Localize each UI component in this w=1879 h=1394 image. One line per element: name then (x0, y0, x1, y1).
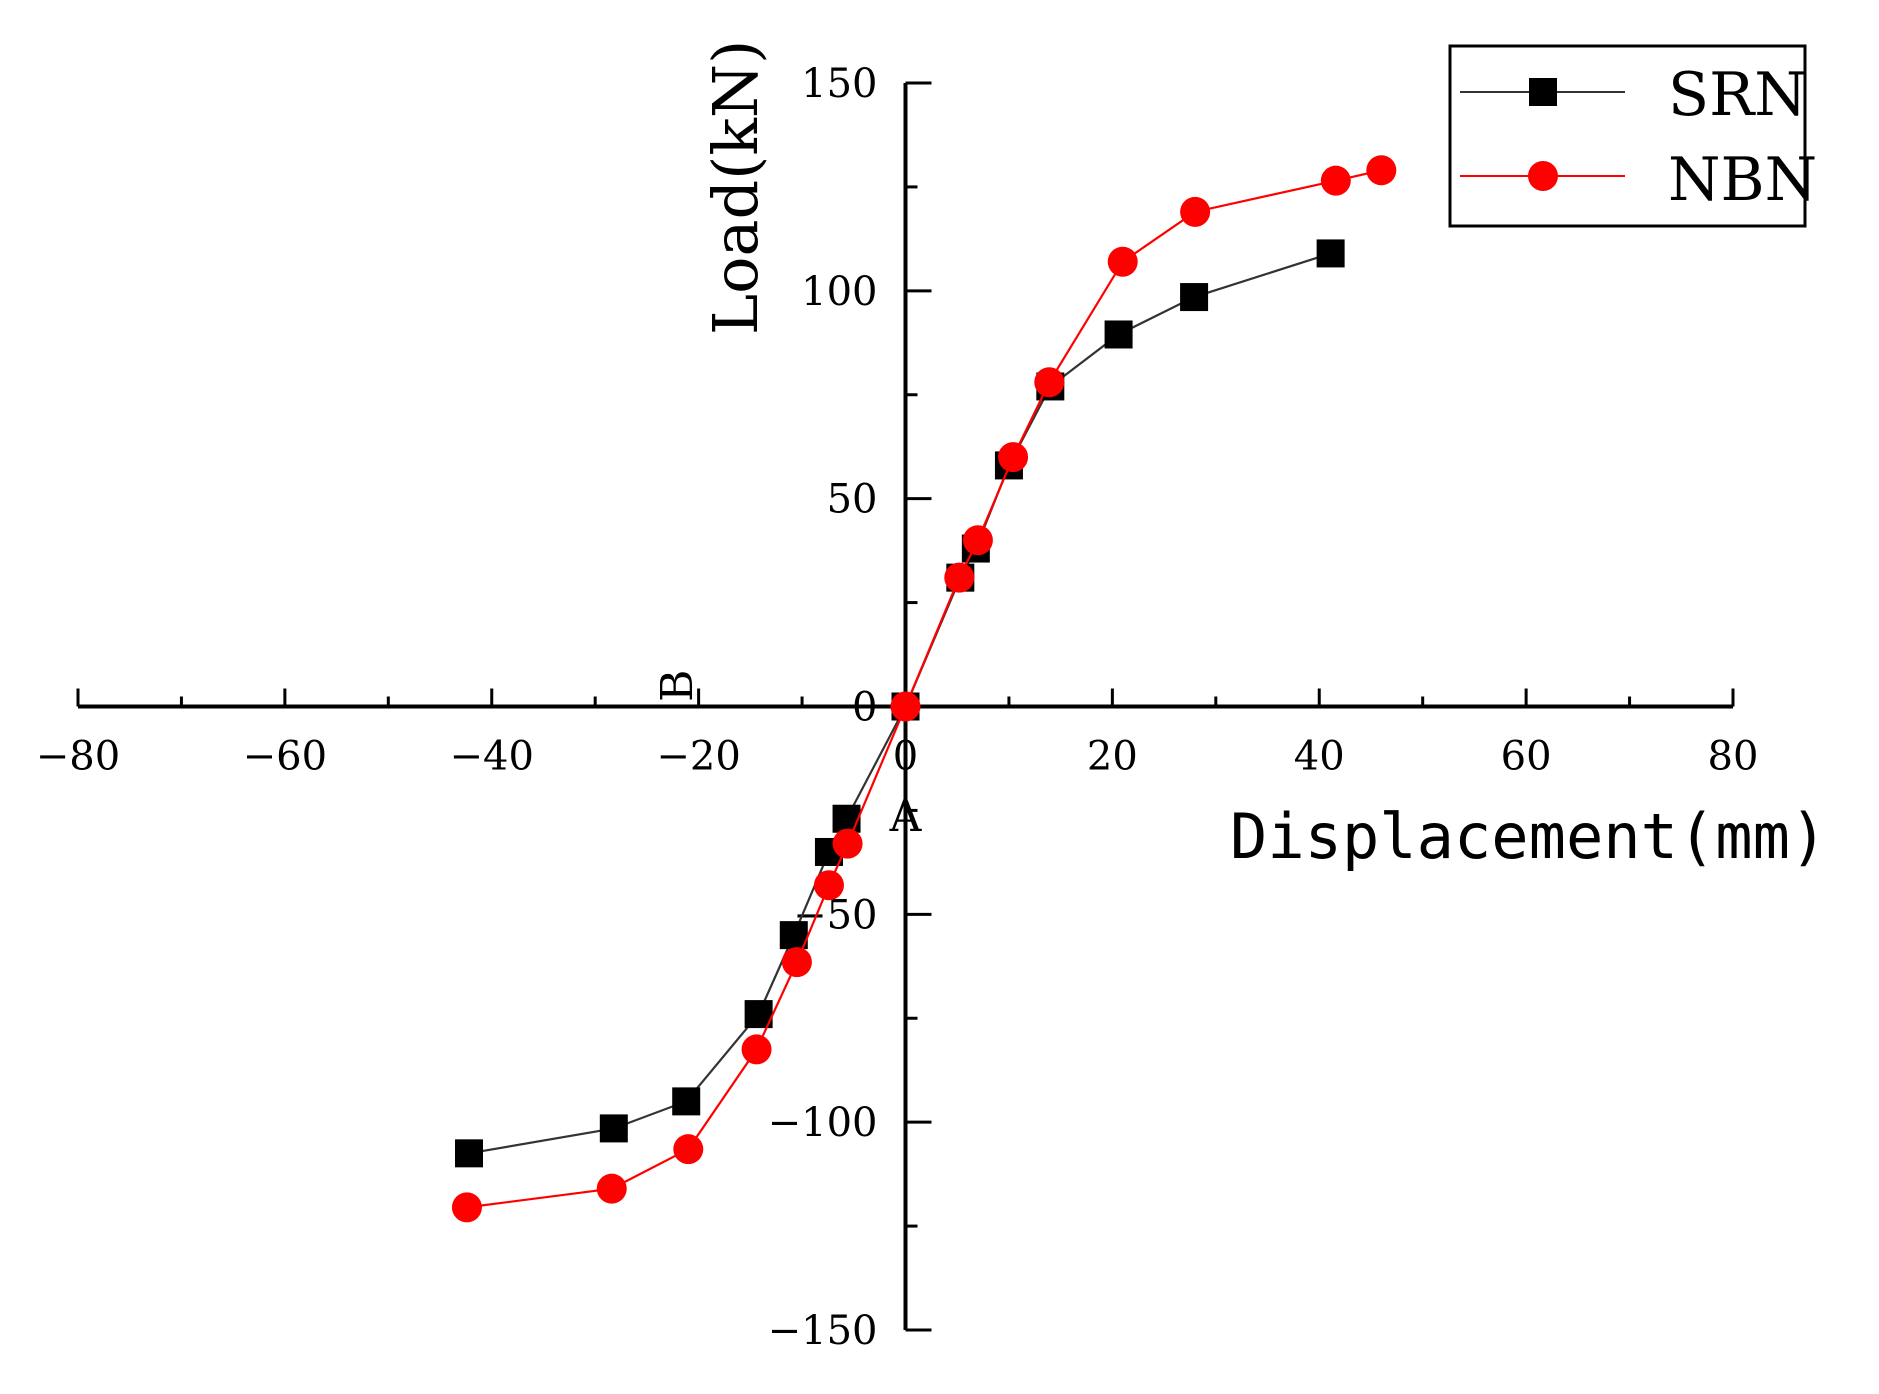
series-line-nbn (466, 169, 1382, 1209)
series-layer (451, 155, 1397, 1223)
data-point-nbn (832, 828, 863, 859)
data-point-nbn (813, 870, 844, 901)
data-point-nbn (741, 1034, 772, 1065)
y-tick-label: 50 (827, 477, 878, 523)
x-tick-label: 40 (1294, 734, 1345, 780)
x-tick-label: 80 (1708, 734, 1759, 780)
data-point-nbn (890, 691, 921, 722)
legend-label-nbn: NBN (1668, 145, 1817, 215)
y-tick-label: 0 (852, 685, 877, 731)
y-tick-label: 150 (801, 61, 877, 107)
annotation-a: A (889, 791, 923, 842)
data-point-srn (1180, 283, 1209, 312)
data-point-nbn (451, 1192, 482, 1223)
data-point-nbn (944, 562, 975, 593)
y-tick-label: −100 (768, 1100, 878, 1146)
data-point-nbn (1320, 165, 1351, 196)
x-tick-label: 60 (1501, 734, 1552, 780)
x-tick-label: −20 (656, 734, 740, 780)
data-point-srn (1316, 239, 1345, 268)
x-tick-label: 0 (893, 734, 918, 780)
x-tick-label: −40 (450, 734, 534, 780)
legend-marker-nbn (1528, 161, 1558, 191)
data-point-srn (599, 1114, 628, 1143)
y-axis-title: Load(kN) (699, 40, 772, 335)
x-tick-label: −60 (243, 734, 327, 780)
data-point-srn (672, 1087, 701, 1116)
data-point-nbn (673, 1134, 704, 1165)
data-point-nbn (962, 525, 993, 556)
data-point-nbn (1180, 196, 1211, 227)
data-point-srn (454, 1139, 483, 1168)
annotation-layer: BA (652, 670, 923, 843)
x-tick-label: 20 (1087, 734, 1138, 780)
data-point-nbn (596, 1173, 627, 1204)
y-tick-label: −150 (768, 1308, 878, 1354)
annotation-b: B (652, 670, 703, 702)
data-point-srn (1104, 320, 1133, 349)
tick-labels: −80 −60 −40 −20 0 20 40 60 80−150−100−5005010015… (36, 61, 1759, 1354)
data-point-nbn (1366, 155, 1397, 186)
legend-label-srn: SRN (1668, 60, 1807, 130)
x-tick-label: −80 (36, 734, 120, 780)
legend-box (1448, 44, 1807, 228)
x-axis-title: Displacement(mm) (1230, 800, 1827, 873)
data-point-nbn (781, 947, 812, 978)
legend: SRN NBN (1448, 44, 1817, 228)
y-tick-label: 100 (801, 269, 877, 315)
data-point-nbn (1107, 246, 1138, 277)
legend-marker-srn (1529, 78, 1557, 106)
series-nbn (451, 155, 1397, 1223)
data-point-srn (832, 804, 861, 833)
data-point-nbn (1034, 367, 1065, 398)
data-point-nbn (998, 442, 1029, 473)
